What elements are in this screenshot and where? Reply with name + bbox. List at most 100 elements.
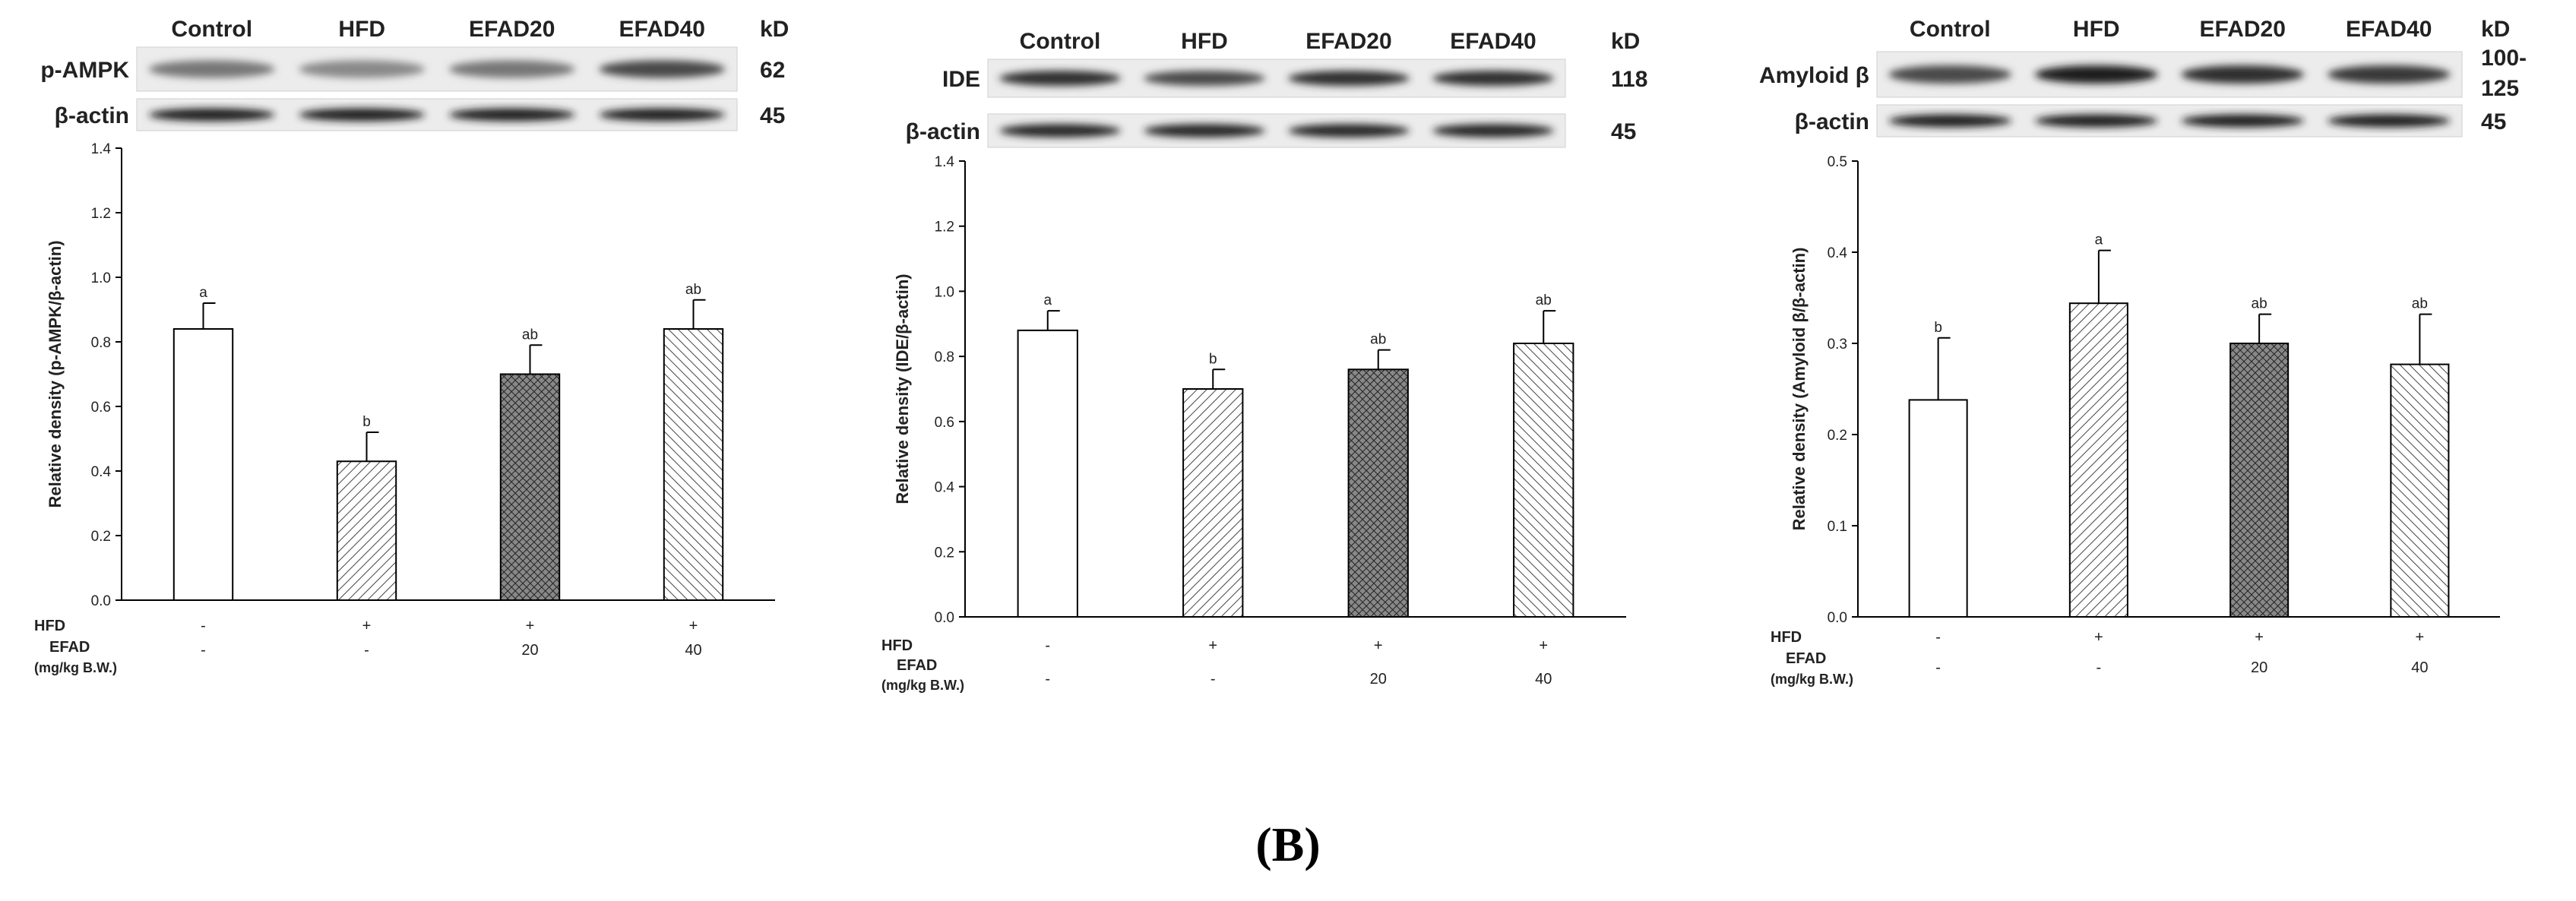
blot-band (448, 60, 575, 78)
bar (663, 328, 724, 601)
efad-row-unit: (mg/kg B.W.) (34, 660, 117, 675)
significance-label: a (1043, 292, 1052, 308)
y-tick-label: 1.0 (935, 284, 954, 300)
y-tick-label: 0.1 (1828, 519, 1847, 535)
panel-ide: Control HFD EFAD20 EFAD40 kD IDE 118 β-actin 45 0… (851, 0, 1687, 760)
blot-band (599, 60, 726, 78)
blot-lane-label: Control (171, 17, 252, 42)
bar (499, 373, 561, 601)
blot-lane-label: EFAD20 (2200, 17, 2286, 42)
blot-lane-label: HFD (2073, 17, 2120, 42)
blot-protein-label: β-actin (55, 103, 129, 128)
bar (2068, 302, 2128, 618)
blot-band (1888, 65, 2012, 84)
blot-band (1144, 124, 1265, 138)
blot-kd-label: 125 (2481, 76, 2519, 101)
blot-lane-label: EFAD20 (1305, 29, 1391, 54)
blot-band (148, 60, 275, 78)
blot-kd-label: 118 (1611, 67, 1647, 92)
blot-band (999, 124, 1121, 138)
blot-kd-label: 45 (2481, 109, 2506, 134)
efad-value: - (1210, 671, 1216, 688)
blot-lane-label: HFD (338, 17, 385, 42)
blot-kd-unit: kD (1611, 29, 1640, 54)
blot-lane-label: Control (1020, 29, 1101, 54)
y-tick-label: 1.0 (91, 270, 111, 286)
efad-row-unit: (mg/kg B.W.) (1771, 672, 1853, 687)
significance-label: ab (2412, 296, 2428, 312)
blot-band (1888, 114, 2012, 128)
blot-lane-label: EFAD40 (619, 17, 705, 42)
blot-band (2181, 114, 2305, 128)
blot-kd-label: 45 (760, 103, 785, 128)
blot-band (2181, 65, 2305, 84)
hfd-value: + (2094, 629, 2103, 646)
hfd-value: + (362, 618, 372, 634)
bar (1513, 343, 1574, 618)
hfd-value: - (1045, 637, 1050, 654)
efad-value: 40 (685, 642, 701, 659)
efad-row-label: EFAD (49, 639, 90, 656)
significance-label: ab (2252, 296, 2267, 312)
y-tick-label: 0.5 (1828, 154, 1847, 170)
blot-band (599, 108, 726, 122)
blot-band (448, 108, 575, 122)
bar (1182, 388, 1244, 618)
blot-band (1432, 124, 1554, 138)
y-tick-label: 1.2 (935, 220, 954, 236)
y-axis-label: Relative density (p-AMPK/β-actin) (46, 240, 65, 507)
blot-kd-label: 62 (760, 58, 785, 83)
blot-band (299, 108, 426, 122)
hfd-row-label: HFD (881, 637, 913, 654)
significance-label: ab (685, 282, 701, 298)
y-tick-label: 1.2 (91, 206, 111, 222)
blot-band (1432, 71, 1554, 86)
efad-value: 20 (1370, 671, 1387, 688)
hfd-value: + (2255, 629, 2264, 646)
hfd-value: + (2416, 629, 2425, 646)
y-tick-label: 0.4 (1828, 245, 1848, 261)
y-tick-label: 0.0 (935, 610, 954, 626)
y-tick-label: 1.4 (935, 154, 955, 170)
efad-value: - (364, 642, 369, 659)
y-tick-label: 0.6 (935, 415, 954, 431)
bar (1347, 368, 1409, 618)
y-axis-label: Relative density (Amyloid β/β-actin) (1790, 248, 1809, 531)
efad-row-label: EFAD (1786, 650, 1826, 667)
significance-label: ab (1536, 292, 1552, 308)
y-tick-label: 0.6 (91, 400, 111, 416)
blot-kd-label: 100- (2481, 46, 2527, 71)
hfd-value: + (1208, 637, 1217, 654)
y-tick-label: 1.4 (91, 141, 112, 157)
blot-protein-label: p-AMPK (40, 58, 129, 83)
blot-protein-label: Amyloid β (1759, 63, 1869, 88)
significance-label: b (1209, 351, 1217, 367)
significance-label: b (1934, 320, 1942, 336)
efad-row-label: EFAD (897, 657, 937, 674)
blot-kd-unit: kD (760, 17, 789, 42)
bar (336, 460, 397, 601)
bar (1908, 399, 1968, 618)
hfd-row-label: HFD (1771, 629, 1802, 646)
significance-label: b (362, 414, 371, 430)
blot-kd-unit: kD (2481, 17, 2510, 42)
y-tick-label: 0.0 (1828, 610, 1847, 626)
y-tick-label: 0.8 (935, 349, 954, 365)
blot-band (2327, 65, 2451, 84)
blot-band (148, 108, 275, 122)
blot-band (2034, 65, 2158, 84)
significance-label: ab (522, 327, 538, 343)
p-ampk-figure: Control HFD EFAD20 EFAD40 kDp-AMPK 62β-actin 4… (34, 17, 789, 675)
hfd-value: + (1374, 637, 1383, 654)
blot-band (1288, 71, 1410, 86)
blot-protein-label: β-actin (1795, 109, 1869, 134)
blot-lane-label: Control (1910, 17, 1991, 42)
bar (172, 328, 234, 601)
efad-value: - (1935, 659, 1941, 676)
blot-lane-label: HFD (1181, 29, 1228, 54)
blot-band (2327, 114, 2451, 128)
y-tick-label: 0.0 (91, 593, 111, 609)
bar (1017, 329, 1078, 618)
efad-value: - (2097, 659, 2102, 676)
